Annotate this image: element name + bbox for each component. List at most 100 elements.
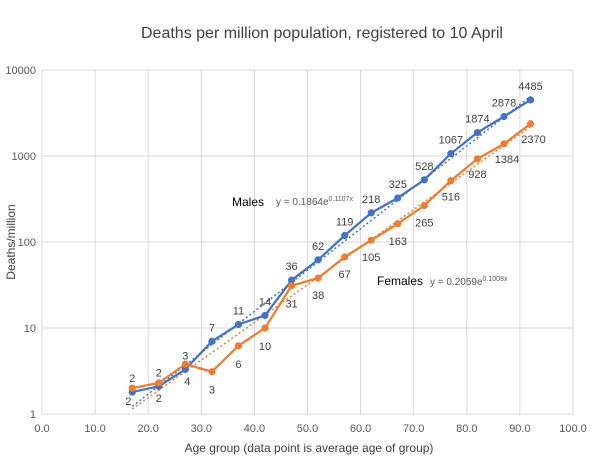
- data-labels: 2 237111436621192183255281067187428784485…: [125, 81, 546, 408]
- males-data-label: 3: [182, 350, 188, 362]
- females-data-label: 6: [235, 359, 241, 371]
- males-data-label: 119: [336, 217, 354, 229]
- males-data-label: 7: [209, 322, 215, 334]
- males-point: [420, 176, 428, 184]
- males-equation-base: y = 0.1864e: [276, 197, 329, 208]
- males-data-label: 36: [285, 261, 297, 273]
- males-data-label: 4485: [518, 81, 542, 93]
- females-point: [500, 140, 508, 148]
- females-point: [128, 384, 136, 392]
- males-point: [473, 128, 482, 137]
- females-point: [155, 379, 163, 387]
- males-point: [500, 112, 508, 121]
- x-tick-label: 100.0: [559, 423, 587, 435]
- males-trendline: [131, 95, 531, 408]
- females-point: [208, 368, 216, 376]
- males-data-label: 2: [156, 367, 162, 379]
- females-data-label: 516: [442, 192, 460, 204]
- males-data-label: 528: [415, 161, 433, 173]
- females-data-label: 928: [468, 169, 486, 181]
- y-tick-label: 1: [30, 409, 36, 421]
- males-series-label: Males: [232, 195, 264, 209]
- x-tick-label: 40.0: [244, 423, 265, 435]
- x-tick-label: 90.0: [509, 423, 530, 435]
- females-point: [473, 155, 482, 163]
- males-data-label: 2878: [492, 98, 516, 110]
- females-point: [367, 236, 375, 244]
- females-point: [181, 360, 189, 368]
- females-data-label: 10: [259, 341, 271, 353]
- males-point: [208, 337, 216, 345]
- y-axis-title: Deaths/million: [4, 204, 18, 279]
- females-point: [234, 342, 243, 350]
- females-point: [526, 120, 535, 128]
- males-point: [314, 256, 322, 264]
- females-point: [447, 177, 455, 185]
- chart-title: Deaths per million population, registere…: [141, 25, 503, 42]
- x-tick-label: 10.0: [84, 423, 105, 435]
- males-trend-equation: y = 0.1864e0.1107x: [276, 196, 353, 208]
- males-data-label: 325: [389, 179, 407, 191]
- males-point: [367, 209, 375, 217]
- x-tick-label: 80.0: [456, 423, 477, 435]
- y-tick-label: 10: [24, 323, 36, 335]
- males-point: [394, 194, 402, 202]
- females-point: [287, 282, 296, 290]
- females-data-label: 2: [156, 393, 162, 405]
- males-data-label: 2: [129, 373, 135, 385]
- males-data-label: 62: [312, 241, 324, 253]
- females-data-label: 1384: [495, 154, 519, 166]
- females-data-label: 265: [415, 218, 433, 230]
- males-data-label: 1067: [439, 135, 463, 147]
- females-line: [132, 122, 532, 390]
- series-lines: [132, 98, 532, 394]
- males-data-label: 14: [259, 296, 271, 308]
- males-point: [234, 320, 243, 329]
- females-data-label: 67: [339, 269, 351, 281]
- females-trend-equation: y = 0.2059e0.1008x: [430, 276, 508, 288]
- x-tick-label: 20.0: [137, 423, 158, 435]
- males-line: [132, 98, 532, 394]
- x-tick-label: 50.0: [297, 423, 318, 435]
- males-point: [526, 96, 535, 104]
- males-data-label: 11: [233, 305, 244, 317]
- females-point: [314, 274, 322, 282]
- data-points: [128, 96, 535, 396]
- males-point: [287, 276, 296, 284]
- females-data-label: 105: [362, 252, 380, 264]
- y-tick-label: 1000: [12, 151, 36, 163]
- females-equation-base: y = 0.2059e: [430, 277, 483, 288]
- males-point: [181, 365, 189, 374]
- males-point: [341, 231, 349, 240]
- y-tick-label: 100: [18, 237, 36, 249]
- x-axis-title: Age group (data point is average age of …: [185, 441, 434, 455]
- males-point: [261, 311, 269, 320]
- x-tick-label: 30.0: [191, 423, 212, 435]
- tick-labels: 0.0 10.0 20.0 30.0 40.0 50.0 60.0 70.0 80.0 90.0 1…: [5, 65, 586, 435]
- females-data-label: 163: [389, 236, 407, 248]
- females-point: [341, 253, 349, 261]
- males-point: [447, 149, 455, 158]
- y-tick-label: 10000: [5, 65, 36, 77]
- females-point: [394, 220, 402, 228]
- females-point: [420, 202, 428, 210]
- males-equation-exponent: 0.1107x: [329, 196, 354, 203]
- females-series-label: Females: [377, 274, 423, 288]
- males-data-label: 1874: [465, 114, 489, 126]
- females-point: [261, 324, 269, 332]
- gridlines: [41, 69, 574, 415]
- females-data-label: 2: [125, 396, 131, 408]
- females-data-label: 3: [209, 385, 215, 397]
- females-equation-exponent: 0.1008x: [483, 276, 508, 283]
- x-tick-label: 60.0: [350, 423, 371, 435]
- males-data-label: 218: [362, 194, 380, 206]
- females-data-label: 31: [285, 299, 297, 311]
- females-data-label: 2370: [521, 134, 545, 146]
- females-data-label: 38: [312, 290, 324, 302]
- x-tick-label: 70.0: [403, 423, 424, 435]
- x-tick-label: 0.0: [34, 423, 49, 435]
- females-data-label: 4: [184, 376, 190, 388]
